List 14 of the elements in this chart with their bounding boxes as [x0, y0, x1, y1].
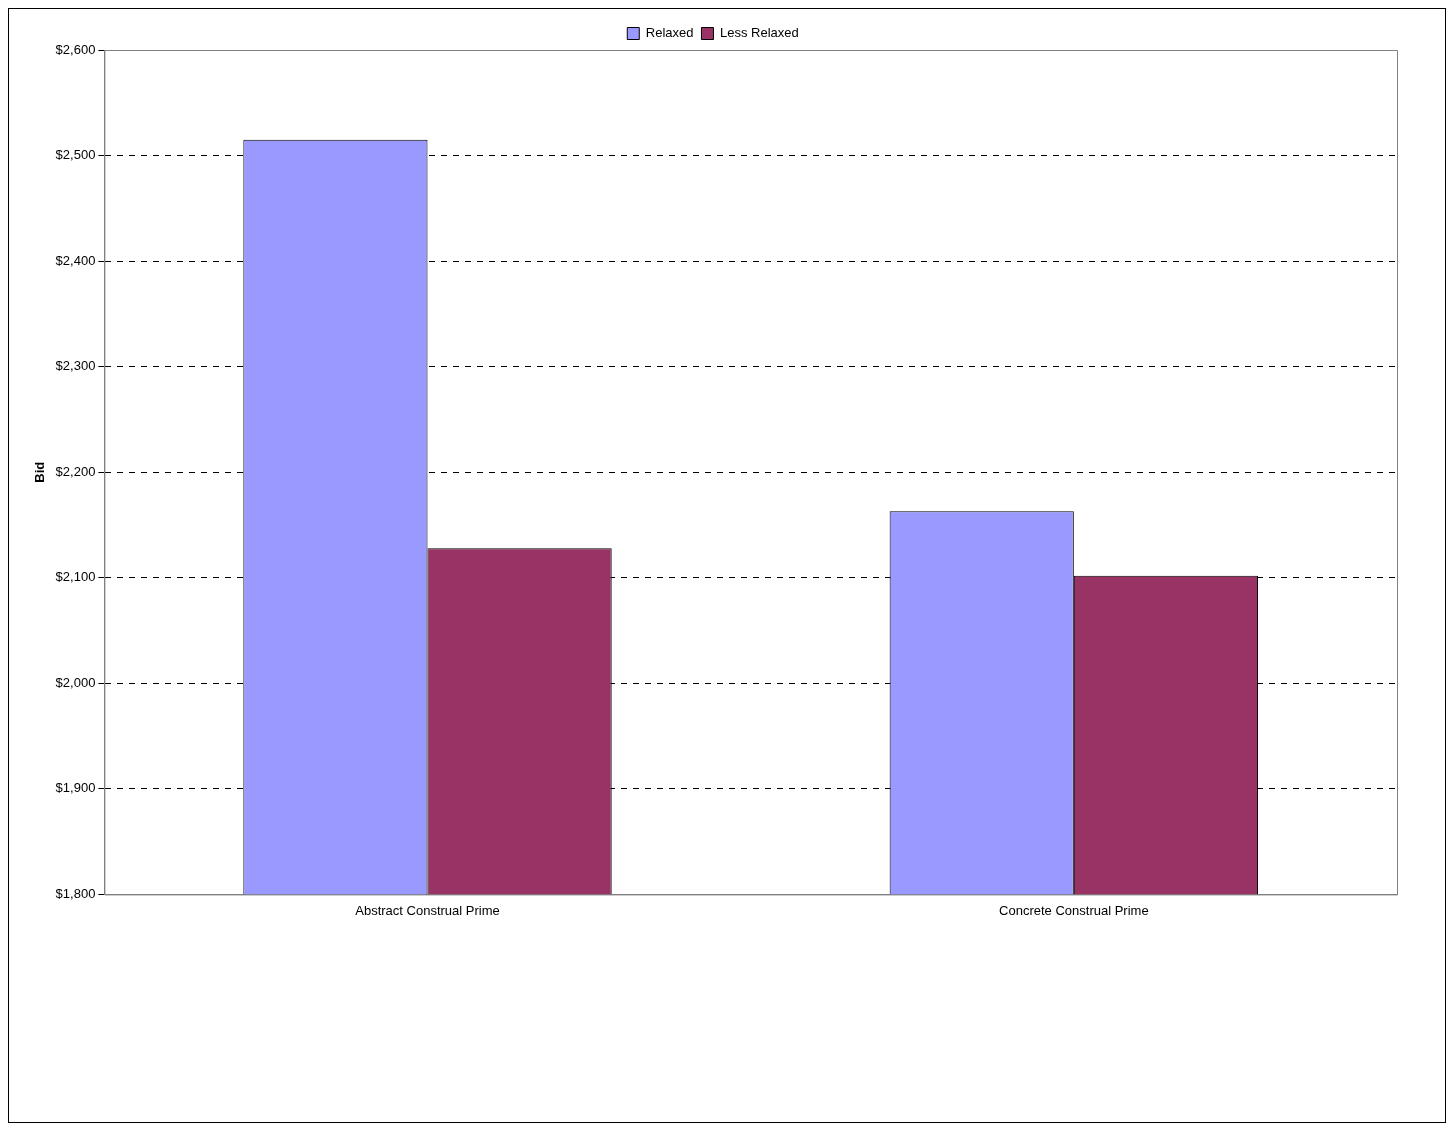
- y-tick-label: $1,900: [55, 780, 96, 796]
- y-tick-label: $2,500: [55, 147, 96, 163]
- y-axis-title: Bid: [32, 461, 48, 483]
- legend-label: Less Relaxed: [719, 25, 799, 41]
- x-tick-label: Concrete Construal Prime: [999, 902, 1149, 918]
- y-tick-label: $2,600: [55, 41, 96, 57]
- x-tick-label: Abstract Construal Prime: [355, 902, 500, 918]
- y-tick-label: $2,300: [55, 358, 96, 374]
- y-tick-label: $2,100: [55, 569, 96, 585]
- y-tick-label: $1,800: [55, 885, 96, 901]
- y-tick-label: $2,200: [55, 463, 96, 479]
- y-tick-label: $2,400: [55, 252, 96, 268]
- legend-label: Relaxed: [645, 25, 694, 41]
- y-tick-label: $2,000: [55, 674, 96, 690]
